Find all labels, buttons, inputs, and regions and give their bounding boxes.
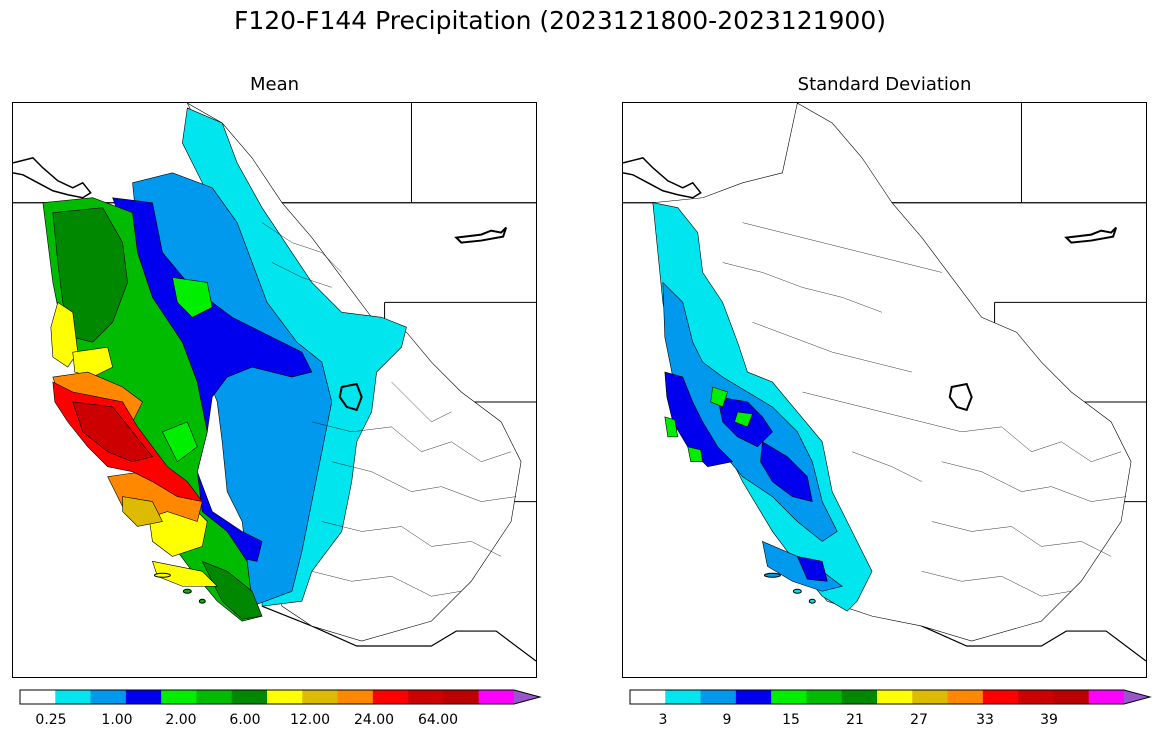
stddev-colorbar-swatch	[630, 690, 666, 704]
stddev-colorbar-swatch	[700, 690, 737, 704]
stddev-colorbar-swatch	[1088, 690, 1125, 704]
stddev-colorbar-tick-label: 9	[722, 712, 732, 728]
mean-colorbar-swatch	[443, 690, 480, 704]
stddev-colorbar	[629, 689, 1152, 705]
stddev-colorbar-swatch	[1018, 690, 1054, 704]
mean-colorbar-swatch	[161, 690, 197, 704]
stddev-colorbar-tick-label: 39	[1040, 712, 1058, 728]
mean-colorbar-swatch	[478, 690, 515, 704]
mean-colorbar-canvas	[19, 689, 542, 705]
stddev-colorbar-swatch	[947, 690, 984, 704]
stddev-colorbar-tick-label: 21	[846, 712, 864, 728]
mean-colorbar-tick-label: 1.00	[101, 712, 133, 728]
stddev-colorbar-swatch	[841, 690, 878, 704]
mean-colorbar-tick-label: 24.00	[353, 712, 395, 728]
mean-colorbar-swatch	[267, 690, 303, 704]
mean-colorbar-tick-label: 0.25	[35, 712, 67, 728]
stddev-colorbar-canvas	[629, 689, 1152, 705]
mean-colorbar	[19, 689, 542, 705]
stddev-colorbar-tick-label: 33	[976, 712, 994, 728]
stddev-colorbar-extend-arrow	[1124, 690, 1150, 704]
stddev-colorbar-tick-label: 3	[658, 712, 668, 728]
mean-colorbar-outline	[19, 689, 542, 705]
mean-colorbar-tick-label: 6.00	[229, 712, 261, 728]
stddev-map-canvas	[623, 103, 1146, 662]
stddev-colorbar-swatch	[982, 690, 1019, 704]
stddev-colorbar-tick-label: 15	[782, 712, 800, 728]
mean-map	[12, 102, 537, 678]
mean-colorbar-swatch	[20, 690, 56, 704]
mean-colorbar-swatch	[90, 690, 127, 704]
mean-colorbar-tick-label: 2.00	[165, 712, 197, 728]
mean-colorbar-swatch	[196, 690, 233, 704]
mean-colorbar-swatch	[372, 690, 409, 704]
figure-title: F120-F144 Precipitation (2023121800-2023…	[233, 6, 886, 35]
stddev-colorbar-swatch	[735, 690, 772, 704]
stddev-colorbar-swatch	[1053, 690, 1090, 704]
stddev-map	[622, 102, 1147, 678]
stddev-colorbar-swatch	[665, 690, 702, 704]
mean-colorbar-swatch	[408, 690, 444, 704]
mean-colorbar-swatch	[302, 690, 339, 704]
mean-colorbar-swatch	[55, 690, 92, 704]
mean-map-canvas	[13, 103, 536, 662]
mean-colorbar-swatch	[337, 690, 374, 704]
stddev-panel-title: Standard Deviation	[797, 74, 972, 95]
mean-colorbar-tick-label: 12.00	[289, 712, 331, 728]
stddev-colorbar-outline	[629, 689, 1152, 705]
mean-colorbar-swatch	[231, 690, 268, 704]
stddev-colorbar-swatch	[806, 690, 843, 704]
stddev-colorbar-tick-label: 27	[910, 712, 928, 728]
mean-panel-title: Mean	[249, 74, 300, 95]
stddev-colorbar-swatch	[771, 690, 807, 704]
mean-colorbar-extend-arrow	[514, 690, 540, 704]
mean-colorbar-tick-label: 64.00	[417, 712, 459, 728]
stddev-colorbar-swatch	[912, 690, 949, 704]
mean-colorbar-swatch	[125, 690, 162, 704]
stddev-colorbar-swatch	[877, 690, 913, 704]
